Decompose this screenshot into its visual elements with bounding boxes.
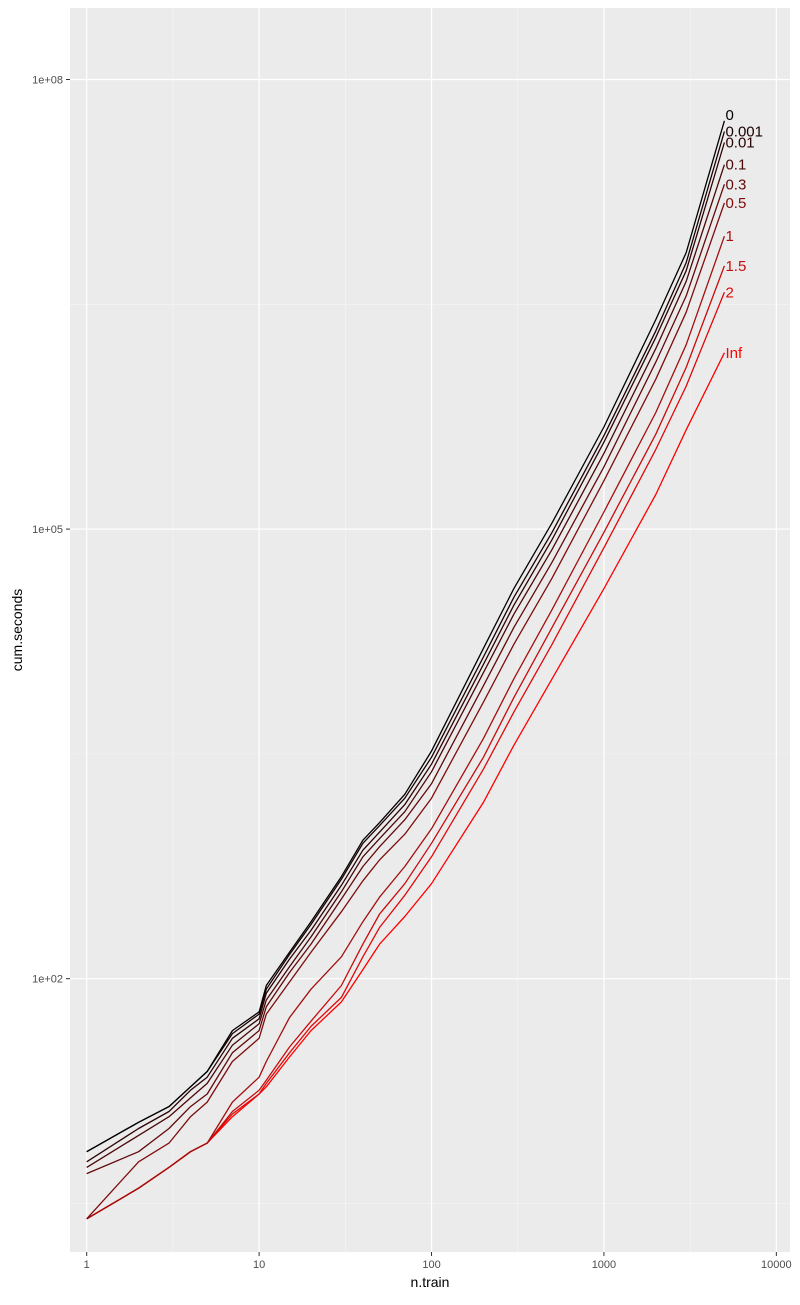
- series-end-label: 2: [725, 284, 733, 301]
- x-tick-label: 1000: [592, 1259, 616, 1271]
- y-tick-label: 1e+08: [32, 75, 63, 87]
- x-tick-label: 10000: [761, 1259, 792, 1271]
- x-tick-label: 10: [253, 1259, 265, 1271]
- series-end-label: 1: [725, 228, 733, 245]
- x-axis-title: n.train: [411, 1274, 450, 1290]
- series-line: [86, 184, 726, 1175]
- series-line: [86, 142, 726, 1163]
- plot-panel: [70, 8, 790, 1252]
- series-end-label: 1.5: [725, 258, 746, 275]
- y-tick-label: 1e+05: [32, 524, 63, 536]
- x-axis-ticks: 1 10 100 1000 10000: [84, 1252, 792, 1271]
- series-end-label: Inf: [725, 345, 743, 362]
- series-line: [86, 164, 726, 1168]
- minor-gridlines-x: [172, 8, 691, 1252]
- series-end-label: 0.01: [725, 134, 754, 151]
- y-axis-ticks: 1e+02 1e+05 1e+08: [32, 75, 70, 986]
- x-tick-label: 1: [84, 1259, 90, 1271]
- major-gridlines-x: [86, 8, 777, 1252]
- x-tick-label: 100: [422, 1259, 440, 1271]
- series-lines: [86, 120, 726, 1220]
- major-gridlines-y: [70, 78, 790, 980]
- series-line: [86, 235, 726, 1220]
- series-line: [86, 120, 726, 1153]
- series-end-label: 0: [725, 107, 733, 124]
- series-end-label: 0.3: [725, 176, 746, 193]
- series-line: [86, 202, 726, 1220]
- y-tick-label: 1e+02: [32, 974, 63, 986]
- series-end-label: 0.5: [725, 195, 746, 212]
- y-axis-title: cum.seconds: [9, 589, 25, 671]
- series-end-label: 0.1: [725, 157, 746, 174]
- series-end-label: 0.001: [725, 123, 763, 140]
